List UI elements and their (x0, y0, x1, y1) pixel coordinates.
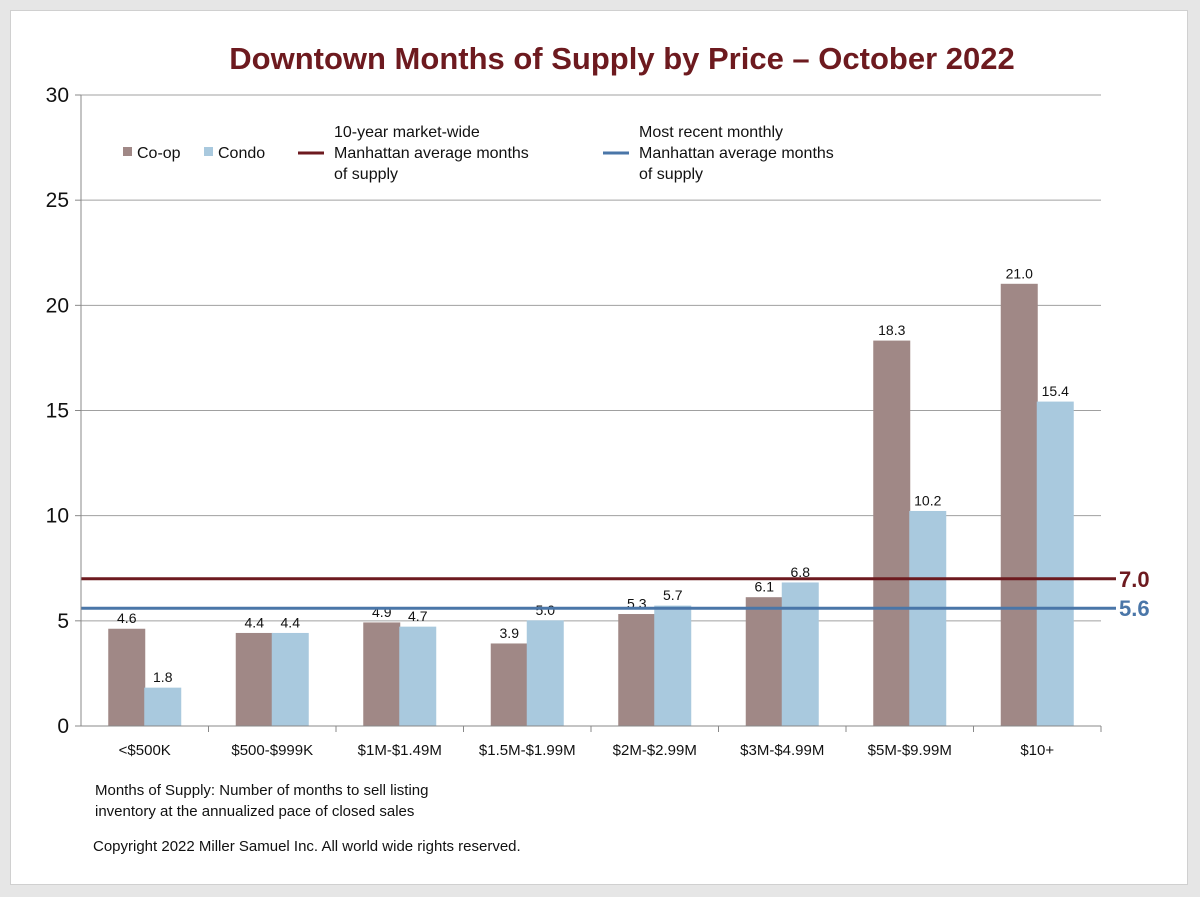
bar-value-label: 15.4 (1042, 383, 1069, 399)
y-tick-label: 20 (46, 294, 69, 317)
legend-label: 10-year market-wide (334, 124, 480, 141)
bar-condo (781, 582, 819, 727)
gridlines (81, 94, 1101, 622)
y-tick-label: 5 (57, 610, 69, 633)
legend-label: Manhattan average months (334, 145, 529, 162)
y-tick-label: 25 (46, 189, 69, 212)
bar-co-op (108, 628, 146, 727)
bar-value-label: 6.1 (755, 579, 775, 595)
legend-label: of supply (334, 166, 398, 183)
definition-note-line1: Months of Supply: Number of months to se… (95, 782, 429, 799)
x-category-label: $500-$999K (231, 742, 313, 759)
y-tick-label: 30 (46, 84, 69, 107)
x-category-label: $3M-$4.99M (740, 742, 824, 759)
bar-value-label: 4.7 (408, 608, 428, 624)
bar-co-op (618, 614, 656, 727)
y-tick-label: 10 (46, 505, 69, 528)
legend-swatch (204, 147, 213, 156)
bar-value-label: 5.7 (663, 587, 683, 603)
bar-condo (399, 626, 437, 727)
copyright-note: Copyright 2022 Miller Samuel Inc. All wo… (93, 838, 521, 855)
legend: Co-op Condo 10-year market-wide Manhattan a… (123, 124, 834, 183)
legend-label: Most recent monthly (639, 124, 783, 141)
definition-note-line2: inventory at the annualized pace of clos… (95, 803, 414, 820)
bar-condo (144, 687, 182, 727)
bars: 4.61.84.4 4.44.9 4.73.95.0 5.35.76.16.818.3… (108, 265, 1074, 727)
bar-value-label: 18.3 (878, 322, 905, 338)
y-tick-label: 15 (46, 400, 69, 423)
x-category-label: <$500K (119, 742, 171, 759)
bar-value-label: 4.4 (281, 614, 301, 630)
reference-lines: 7.05.6 (81, 567, 1150, 621)
bar-value-label: 10.2 (914, 492, 941, 508)
bar-value-label: 4.4 (245, 614, 265, 630)
bar-value-label: 21.0 (1006, 265, 1033, 281)
legend-label: of supply (639, 166, 703, 183)
bar-value-label: 6.8 (791, 564, 811, 580)
legend-swatch (123, 147, 132, 156)
chart-title: Downtown Months of Supply by Price – Oct… (229, 41, 1014, 76)
x-category-label: $5M-$9.99M (868, 742, 952, 759)
chart-svg: Downtown Months of Supply by Price – Oct… (46, 41, 1150, 855)
y-tick-label: 0 (57, 715, 69, 738)
bar-co-op (363, 622, 401, 727)
bar-co-op (235, 632, 273, 727)
x-category-label: $1.5M-$1.99M (479, 742, 576, 759)
bar-value-label: 4.6 (117, 610, 137, 626)
bar-co-op (873, 340, 911, 727)
reference-line-value: 7.0 (1119, 567, 1150, 592)
bar-co-op (745, 597, 783, 727)
y-axis-ticks: 0 5 10 15 20 25 30 (46, 84, 81, 738)
bar-value-label: 1.8 (153, 669, 173, 685)
bar-condo (909, 510, 947, 727)
x-category-label: $10+ (1020, 742, 1054, 759)
reference-line-value: 5.6 (1119, 596, 1150, 621)
bar-value-label: 3.9 (500, 625, 520, 641)
bar-co-op (1000, 283, 1038, 727)
bar-condo (1036, 401, 1074, 727)
bar-value-label: 5.0 (536, 602, 556, 618)
bar-co-op (490, 643, 528, 727)
x-axis-categories: <$500K $500-$999K $1M-$1.49M $1.5M-$1.99M $2… (119, 726, 1102, 759)
legend-label: Condo (218, 145, 265, 162)
bar-condo (271, 632, 309, 727)
legend-label: Co-op (137, 145, 181, 162)
bar-value-label: 4.9 (372, 604, 392, 620)
x-category-label: $1M-$1.49M (358, 742, 442, 759)
x-category-label: $2M-$2.99M (613, 742, 697, 759)
legend-label: Manhattan average months (639, 145, 834, 162)
bar-condo (654, 605, 692, 727)
bar-condo (526, 620, 564, 727)
chart-card: Downtown Months of Supply by Price – Oct… (10, 10, 1188, 885)
